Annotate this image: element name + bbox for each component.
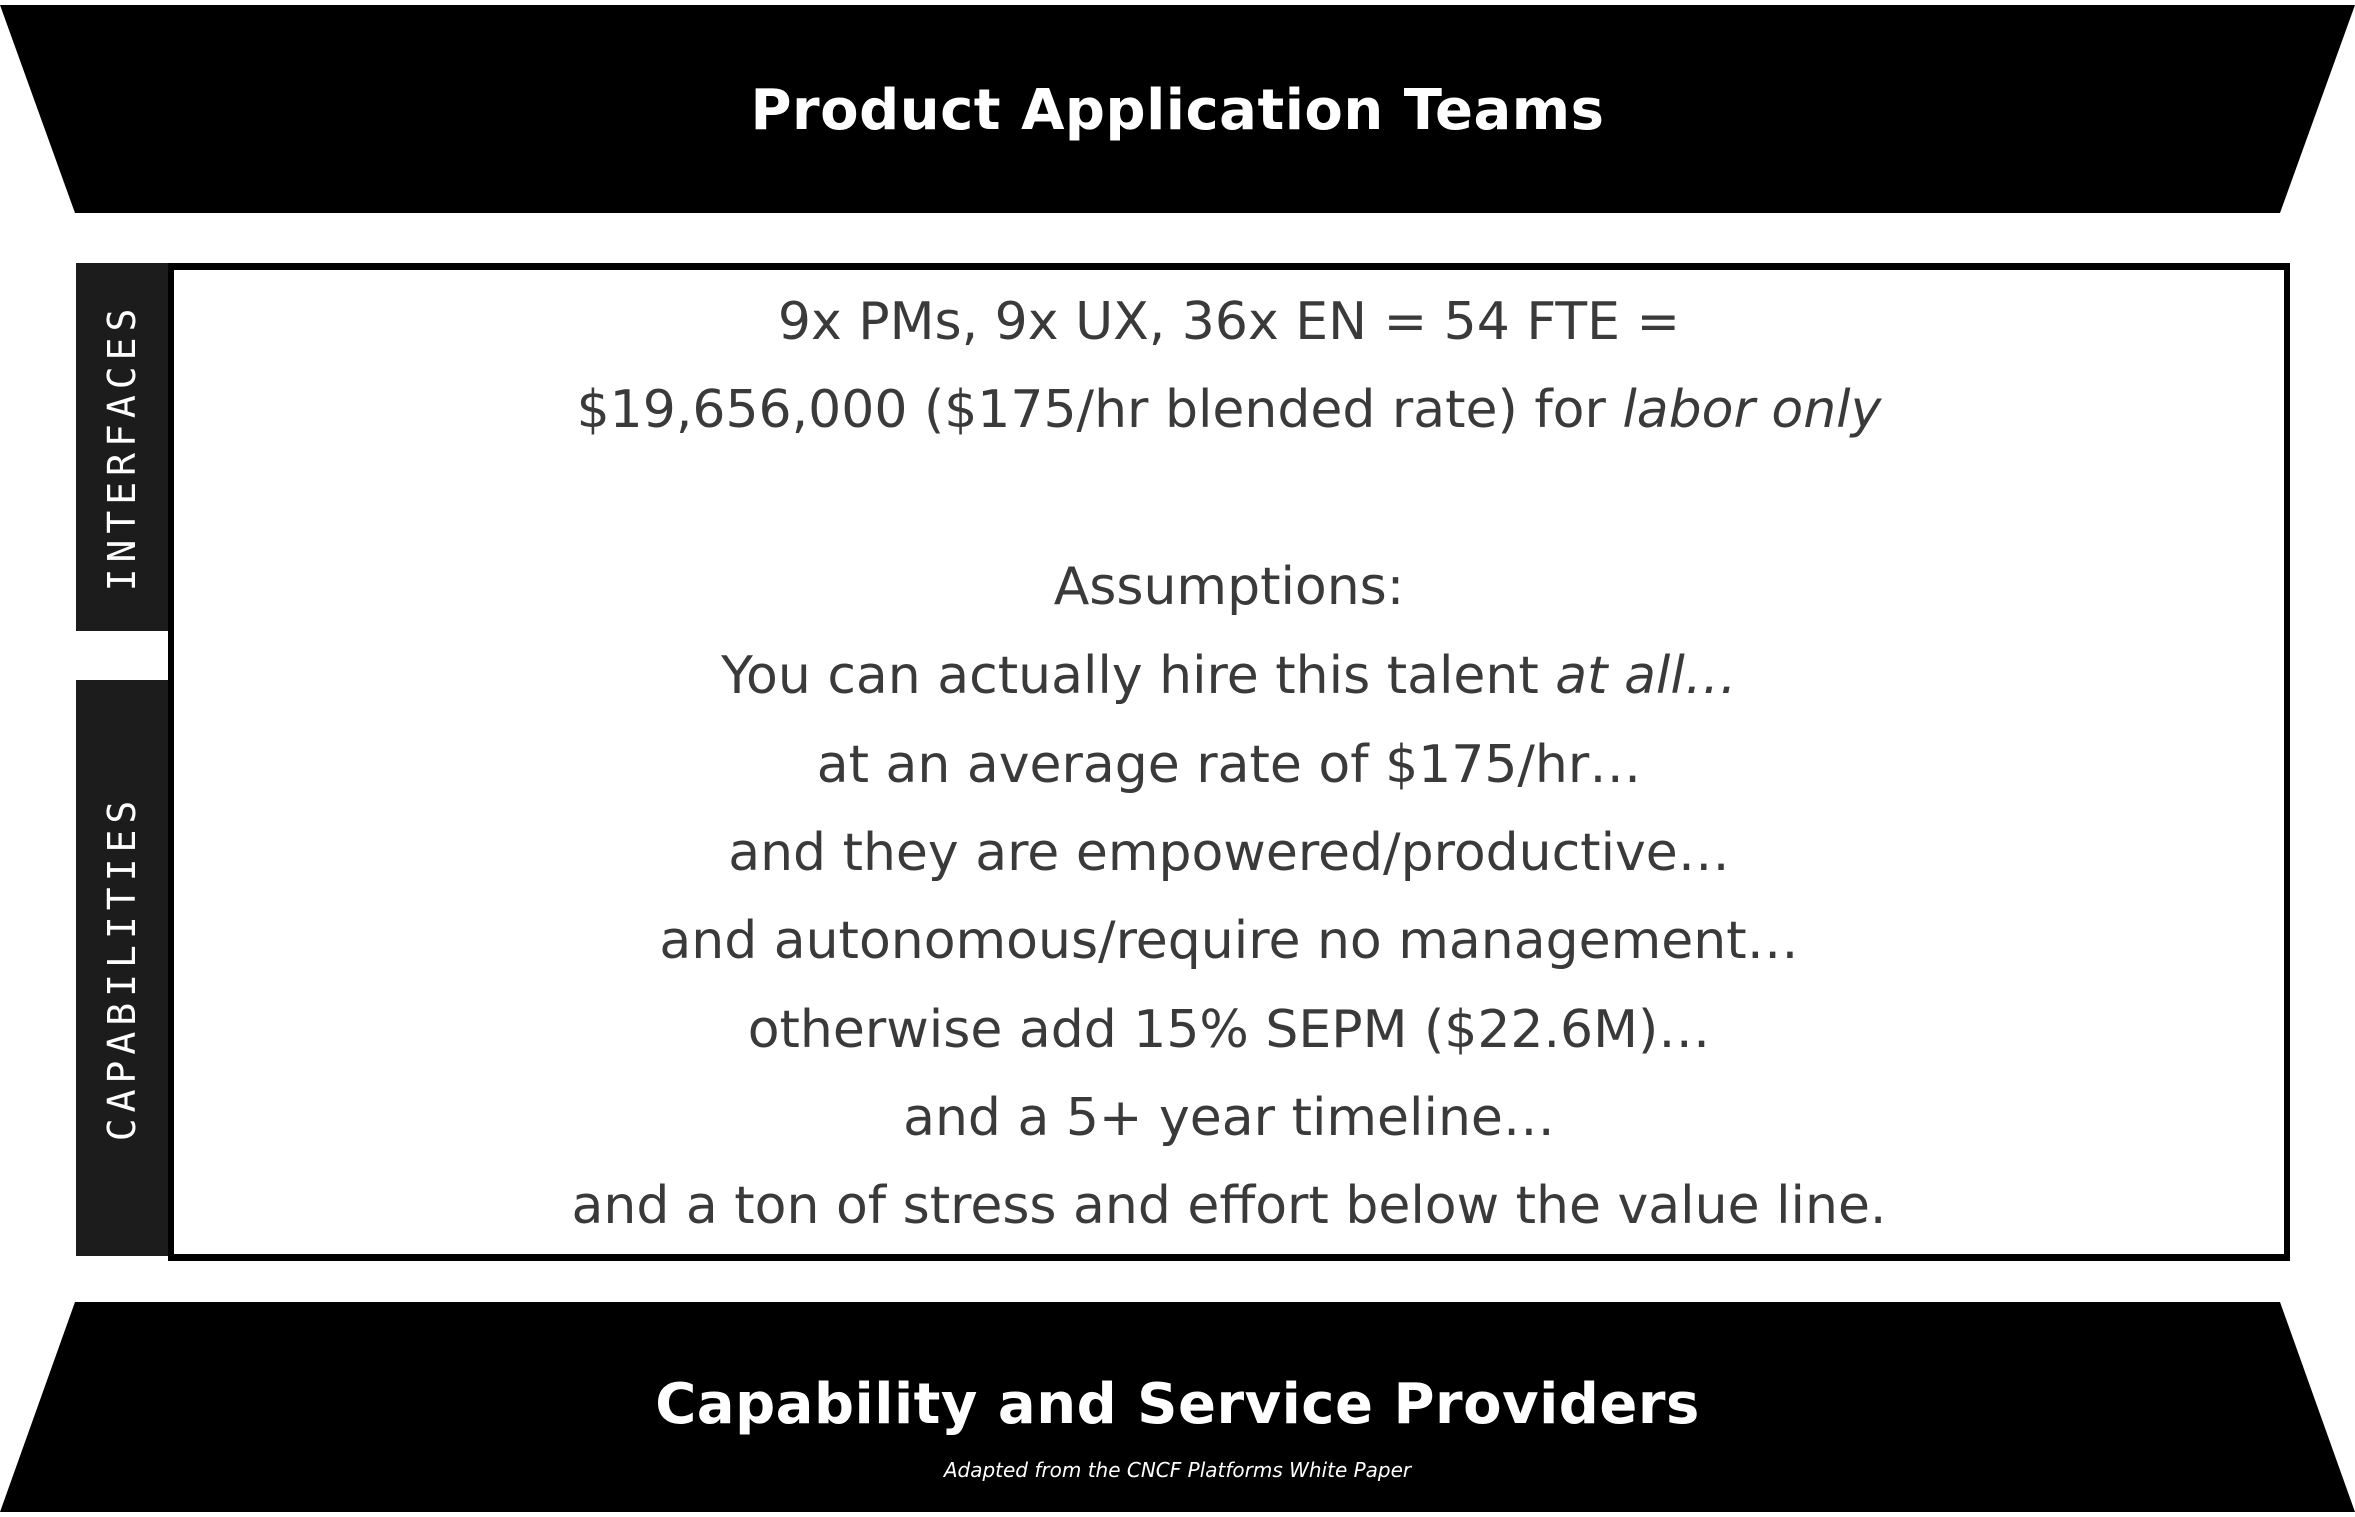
capabilities-label: CAPABILITIES [100, 794, 144, 1142]
top-band-title: Product Application Teams [750, 78, 1605, 143]
content-box: 9x PMs, 9x UX, 36x EN = 54 FTE = $19,656… [168, 263, 2290, 1261]
cost-line-main: $19,656,000 ($175/hr blended rate) for [576, 380, 1623, 440]
cost-line: $19,656,000 ($175/hr blended rate) for l… [174, 380, 2284, 440]
assumption-empowered: and they are empowered/productive… [728, 823, 1730, 883]
capabilities-tab: CAPABILITIES [76, 680, 168, 1256]
assumption-hire: You can actually hire this talent at all… [174, 646, 2284, 706]
assumption-hire-emphasis: at all… [1555, 646, 1737, 706]
interfaces-label: INTERFACES [100, 302, 144, 592]
fte-line: 9x PMs, 9x UX, 36x EN = 54 FTE = [777, 292, 1681, 352]
assumption-rate: at an average rate of $175/hr… [816, 735, 1642, 795]
top-band: Product Application Teams [0, 0, 2355, 218]
assumption-timeline: and a 5+ year timeline… [903, 1088, 1555, 1148]
cost-line-emphasis: labor only [1622, 380, 1882, 440]
assumption-sepm: otherwise add 15% SEPM ($22.6M)… [747, 1000, 1711, 1060]
bottom-band: Capability and Service Providers Adapted… [0, 1300, 2355, 1517]
bottom-band-title: Capability and Service Providers [655, 1372, 1700, 1437]
assumption-autonomous: and autonomous/require no management… [659, 911, 1799, 971]
assumption-stress: and a ton of stress and effort below the… [571, 1176, 1887, 1236]
source-credit: Adapted from the CNCF Platforms White Pa… [943, 1458, 1412, 1482]
assumptions-heading: Assumptions: [1053, 557, 1405, 617]
bottom-band-shape [0, 1302, 2355, 1512]
interfaces-tab: INTERFACES [76, 263, 168, 631]
top-band-shape [0, 5, 2355, 213]
assumption-hire-main: You can actually hire this talent [721, 646, 1556, 706]
